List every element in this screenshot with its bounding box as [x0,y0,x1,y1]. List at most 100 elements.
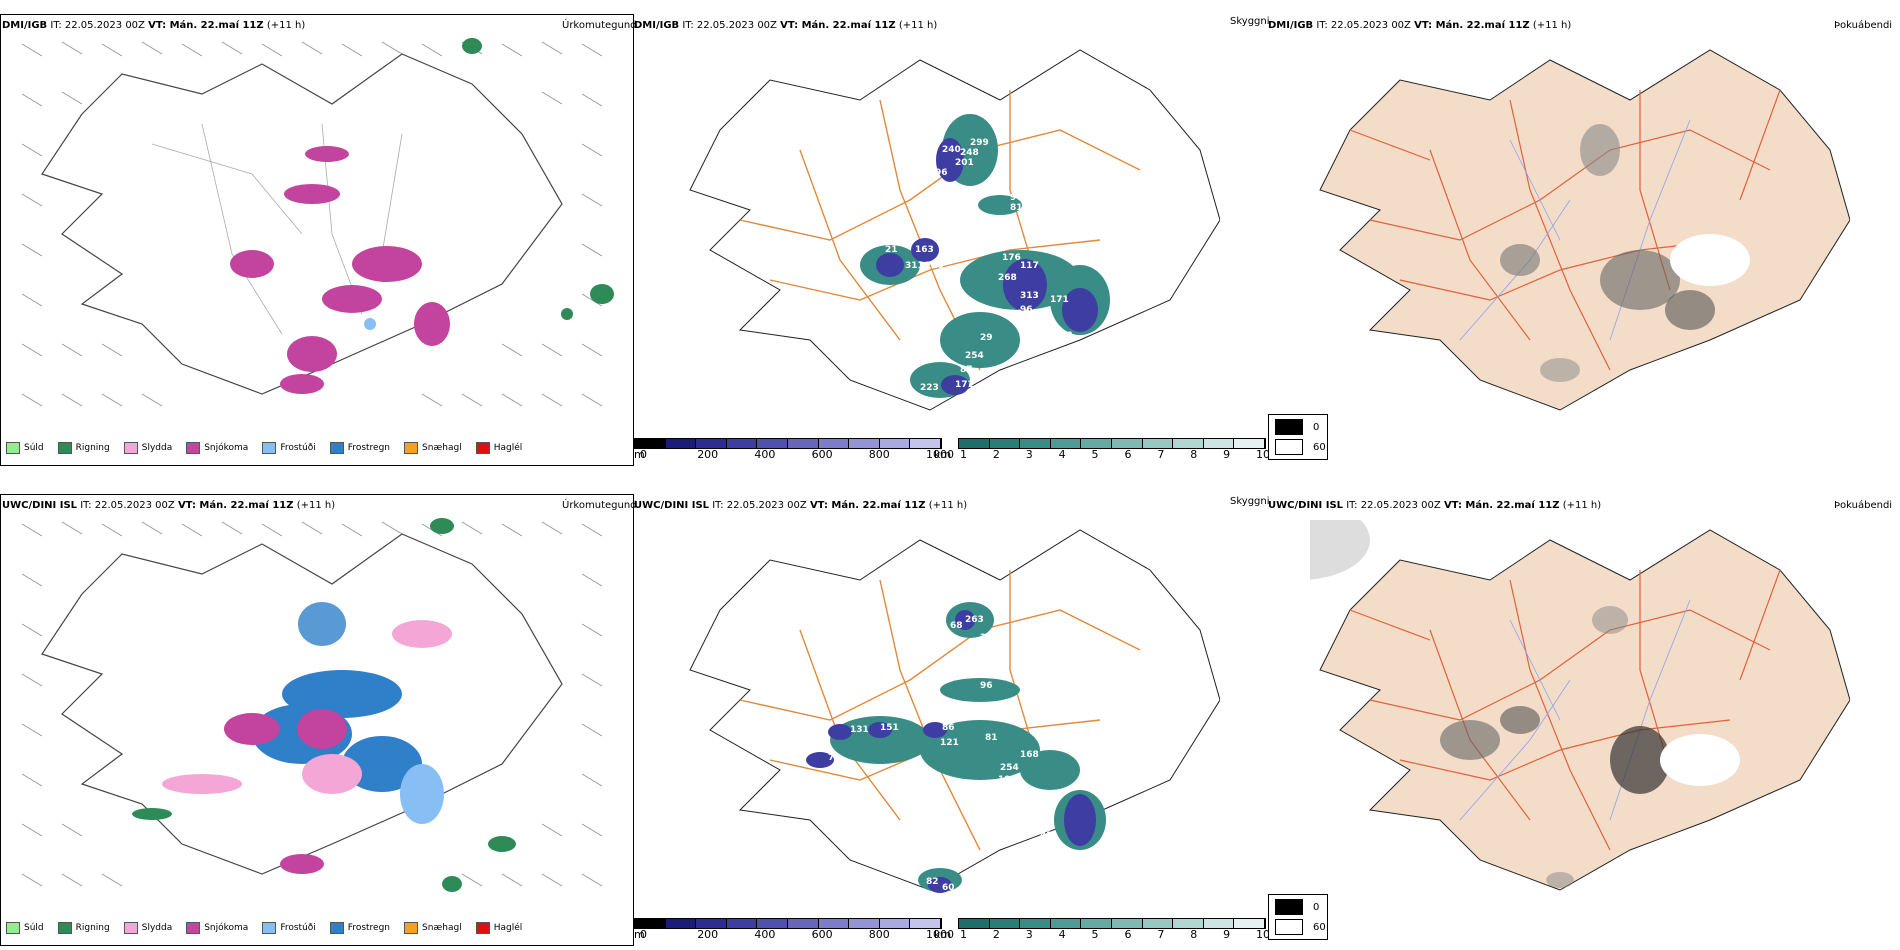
colorbar-tick-label: 1 [960,928,967,941]
cloud-base-map-row1: 2992482012409696581058163210213111761172… [689,49,1220,411]
ceiling-value-label: 223 [920,383,939,393]
valid-time: VT: Mán. 22.maí 11Z [148,20,264,31]
colorbar-tick-label: 10 [1256,448,1270,461]
colorbar-unit: km [934,928,952,941]
lead-time: (+11 h) [898,20,938,31]
init-time: IT: 22.05.2023 00Z [1316,20,1411,31]
row1-header-left: DMI/IGB IT: 22.05.2023 00Z VT: Mán. 22.m… [2,20,305,31]
ceiling-value-label: 254 [1000,763,1019,773]
valid-time: VT: Mán. 22.maí 11Z [1414,20,1530,31]
colorbar-swatch [1050,439,1082,448]
init-time: IT: 22.05.2023 00Z [50,20,145,31]
legend-label: Súld [24,443,44,453]
colorbar-swatch [1020,919,1051,928]
colorbar-tick-label: 7 [1157,928,1165,941]
legend-item-slydda: Slydda [123,922,173,934]
colorbar-swatches [958,918,1266,929]
precip-type-panel-row1 [0,14,634,466]
legend-label: Rigning [75,923,110,933]
precip-type-map-row1 [21,38,614,407]
ceiling-value-label: 60 [942,883,955,893]
colorbar-tick-label: 400 [754,928,776,941]
model-name: UWC/DINI ISL [1268,500,1344,511]
model-name: UWC/DINI ISL [2,500,78,511]
lead-time: (+11 h) [1532,20,1572,31]
legend-label: Frostregn [347,443,391,453]
colorbar-tick-label: 3 [1025,448,1033,461]
cloud-cover-legend-row1: 0 60 [1268,414,1328,460]
colorbar-ceiling-m-row1: m 0 200 400 600 800 1000 [634,438,954,464]
legend-item-sudl: Súld [6,442,44,454]
ceiling-value-label: 240 [942,145,961,155]
lead-time: (+11 h) [1562,500,1602,511]
legend-item-frostudi: Frostúði [262,922,316,934]
colorbar-swatch [1111,439,1143,448]
colorbar-tick-label: 800 [868,448,890,461]
legend-item-sudl: Súld [6,922,44,934]
colorbar-swatch [959,439,990,448]
init-time: IT: 22.05.2023 00Z [1346,500,1441,511]
colorbar-swatches [958,438,1266,449]
ceiling-value-label: 48 [1040,831,1053,841]
ceiling-value-label: 86 [942,723,955,733]
colorbar-swatch [849,919,880,928]
legend-item-snjokoma: Snjókoma [186,922,248,934]
ceiling-value-label: 29 [980,333,993,343]
legend-label: Snjókoma [204,923,249,933]
colorbar-tick-label: 3 [1025,928,1033,941]
ceiling-value-label: 96 [1020,305,1033,315]
legend-swatch [6,922,20,934]
legend-value: 60 [1313,921,1326,933]
model-name: DMI/IGB [1268,20,1314,31]
legend-label: Slydda [141,923,173,933]
legend-swatch [329,442,344,454]
ceiling-value-label: 176 [1002,253,1021,263]
legend-item-snaehagl: Snæhagl [404,442,462,454]
row2-header-middle: UWC/DINI ISL IT: 22.05.2023 00Z VT: Mán.… [634,500,967,511]
legend-swatch [262,922,277,934]
legend-entry: 0 [1275,899,1319,915]
colorbar-swatch [1020,439,1051,448]
colorbar-swatch [787,439,819,448]
colorbar-tick-label: 6 [1124,928,1132,941]
cloud-cover-map-row1 [1319,49,1850,411]
colorbar-tick-label: 1000 [926,448,954,461]
valid-time: VT: Mán. 22.maí 11Z [780,20,896,31]
panel-title-cloud-base: Skyggni [1230,496,1270,507]
legend-label: Snjókoma [204,443,249,453]
valid-time: VT: Mán. 22.maí 11Z [1443,500,1560,511]
ceiling-value-label: 201 [955,158,974,168]
ceiling-value-label: 313 [1020,291,1039,301]
legend-swatch [1275,919,1303,935]
colorbar-swatch [1234,439,1265,448]
row1-header-right: DMI/IGB IT: 22.05.2023 00Z VT: Mán. 22.m… [1268,20,1571,31]
ceiling-value-label: 151 [880,723,899,733]
colorbar-swatch [989,439,1021,448]
colorbar-swatches [634,438,942,449]
ceiling-value-label: 195 [998,775,1017,785]
ceiling-value-label: 163 [915,245,934,255]
valid-time: VT: Mán. 22.maí 11Z [809,500,926,511]
ceiling-value-label: 68 [950,621,963,631]
colorbar-swatch [757,439,788,448]
colorbar-swatch [635,919,666,928]
colorbar-swatch [910,919,941,928]
colorbar-tick-label: 400 [754,448,776,461]
legend-swatch [57,442,72,454]
legend-swatch [404,922,419,934]
legend-swatch [475,922,490,934]
legend-label: Haglél [493,923,523,933]
ceiling-value-label: 810 [1010,203,1029,213]
colorbar-tick-label: 600 [811,928,833,941]
precip-legend-row1: Súld Rigning Slydda Snjókoma Frostúði Fr… [6,442,522,454]
legend-entry: 0 [1275,419,1319,435]
panel-title-cloud-base: Skyggni [1230,16,1270,27]
colorbar-tick-label: 2 [992,448,1000,461]
colorbar-swatch [1111,919,1143,928]
legend-entry: 60 [1275,439,1326,455]
cloud-cover-map-row2 [1310,520,1850,891]
legend-swatch [123,922,138,934]
legend-item-hagel: Haglél [475,922,523,934]
panel-title-cloud-cover: Þokuábendi [1834,20,1893,31]
colorbar-tick-label: 4 [1058,928,1066,941]
